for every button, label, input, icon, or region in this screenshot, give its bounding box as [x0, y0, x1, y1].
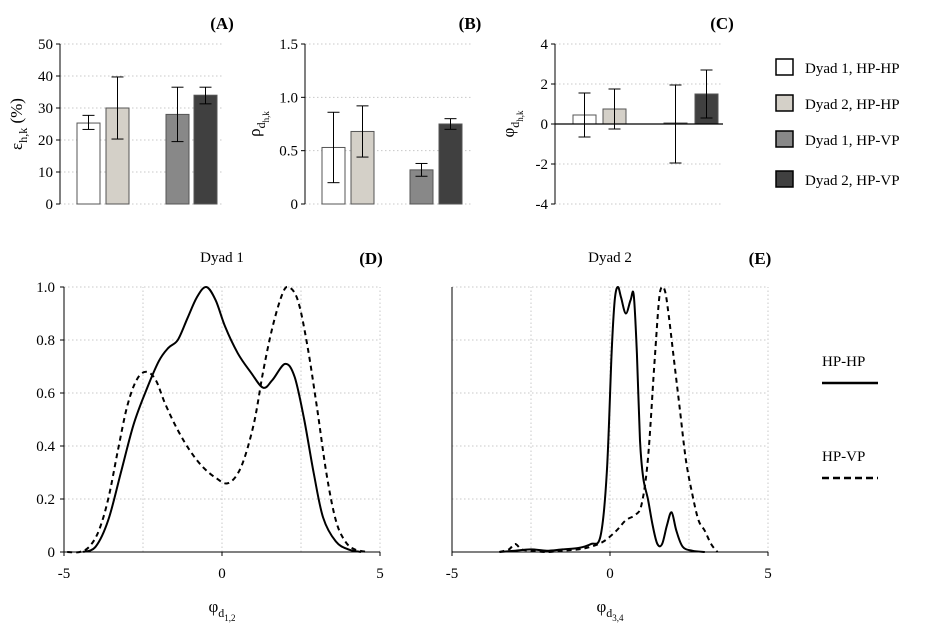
legend-label: Dyad 1, HP-VP: [805, 133, 900, 149]
y-tick-label: 1.5: [279, 37, 298, 53]
panel-c-bar-chart: (C) -4 -2 0 2 4 φdh,k: [499, 14, 734, 213]
legend-swatch: [775, 94, 794, 112]
y-tick-label: 0: [291, 197, 299, 213]
panel-e-x-label: φd3,4: [596, 597, 624, 623]
x-tick-label: 0: [218, 566, 226, 582]
y-tick-label: 10: [38, 165, 53, 181]
panel-c-y-label-main: φ: [499, 128, 518, 138]
panel-d-x-label-sub: d: [218, 606, 224, 620]
panel-e-line-chart: Dyad 2 (E) -5 0 5 φd3,4: [446, 249, 772, 623]
panel-b-y-label-main: ρ: [245, 128, 264, 136]
y-tick-label: 0.4: [36, 439, 55, 455]
panel-e-grid: [451, 286, 769, 553]
x-tick-label: 5: [764, 566, 772, 582]
bar: [76, 122, 101, 205]
legend-label: HP-HP: [822, 354, 865, 370]
panel-c-label: (C): [710, 14, 734, 33]
panel-c-y-label-sub: d: [508, 122, 522, 128]
panel-c-y-ticks: -4 -2 0 2 4: [536, 37, 723, 213]
y-tick-label: 4: [541, 37, 549, 53]
y-tick-label: 0: [541, 117, 549, 133]
legend-lines: HP-HP HP-VP: [822, 354, 878, 480]
panel-e-label: (E): [749, 249, 772, 268]
legend-label: HP-VP: [822, 449, 865, 465]
panel-a-bars: [76, 76, 218, 205]
panel-d-ticks: -5 0 500.20.40.60.81.0: [36, 280, 384, 582]
panel-e-x-label-subsub: 3,4: [612, 613, 624, 623]
panel-e-lines: [499, 285, 719, 554]
panel-b-label: (B): [459, 14, 482, 33]
y-tick-label: 0.8: [36, 333, 55, 349]
legend-swatch: [775, 130, 794, 148]
panel-e-x-label-sub: d: [606, 606, 612, 620]
y-tick-label: 1.0: [279, 90, 298, 106]
legend-label: Dyad 2, HP-VP: [805, 173, 900, 189]
panel-e-ticks: -5 0 5: [446, 287, 772, 582]
legend-label: Dyad 1, HP-HP: [805, 61, 900, 77]
x-tick-label: 5: [376, 566, 384, 582]
panel-b-y-label: ρdh,k: [245, 111, 271, 137]
panel-a-grid: [60, 43, 222, 205]
panel-b-bars: [321, 105, 463, 205]
panel-d-line-chart: Dyad 1 (D) -5 0 500.20.40.60.81.0 φd1,2: [36, 249, 384, 623]
panel-a-y-label: εh,k (%): [7, 98, 30, 150]
panel-e-x-label-main: φ: [596, 597, 606, 616]
panel-e-title: Dyad 2: [588, 250, 632, 266]
panel-d-title: Dyad 1: [200, 250, 244, 266]
y-tick-label: 30: [38, 101, 53, 117]
panel-b-bar-chart: (B) 0 0.5 1.0 1.5 ρdh,k: [245, 14, 481, 213]
bar: [193, 94, 218, 205]
y-tick-label: 0: [46, 197, 54, 213]
panel-d-x-label-main: φ: [208, 597, 218, 616]
panel-a-y-ticks: 0 10 20 30 40 50: [38, 37, 61, 213]
y-tick-label: 0.5: [279, 144, 298, 160]
legend-label: Dyad 2, HP-HP: [805, 97, 900, 113]
panel-d-x-label-subsub: 1,2: [224, 613, 235, 623]
panel-c-bars: [572, 69, 719, 164]
panel-b-y-label-sub: d: [254, 122, 268, 128]
panel-c-y-label-subsub: h,k: [515, 110, 525, 122]
panel-a-label: (A): [210, 14, 234, 33]
panel-a-y-label-sub: h,k: [16, 128, 30, 143]
legend-swatch: [775, 170, 794, 188]
panel-d-lines: [67, 285, 368, 554]
x-tick-label: -5: [58, 566, 71, 582]
legend-bars: Dyad 1, HP-HP Dyad 2, HP-HP Dyad 1, HP-VP D…: [775, 58, 900, 189]
series-line-hp-hp: [499, 285, 705, 553]
y-tick-label: 0.2: [36, 492, 55, 508]
legend-swatch: [775, 58, 794, 76]
series-line-hp-hp: [82, 286, 362, 553]
panel-a-y-label-suffix: (%): [7, 98, 26, 128]
y-tick-label: -4: [536, 197, 549, 213]
y-tick-label: 0.6: [36, 386, 55, 402]
panel-b-y-ticks: 0 0.5 1.0 1.5: [279, 37, 306, 213]
panel-d-label: (D): [359, 249, 383, 268]
y-tick-label: 2: [541, 77, 549, 93]
x-tick-label: -5: [446, 566, 459, 582]
x-tick-label: 0: [606, 566, 614, 582]
series-line-hp-vp: [499, 285, 719, 554]
y-tick-label: 1.0: [36, 280, 55, 296]
series-line-hp-vp: [67, 285, 368, 554]
y-tick-label: -2: [536, 157, 549, 173]
panel-a-y-label-main: ε: [7, 143, 26, 150]
panel-a-bar-chart: (A) 0 10 20 30 40 50 εh,k (%): [7, 14, 234, 213]
panel-c-y-label: φdh,k: [499, 110, 525, 138]
bar: [438, 123, 463, 205]
y-tick-label: 50: [38, 37, 53, 53]
y-tick-label: 40: [38, 69, 53, 85]
panel-b-y-label-subsub: h,k: [261, 111, 271, 123]
panel-d-x-label: φd1,2: [208, 597, 235, 623]
y-tick-label: 20: [38, 133, 53, 149]
y-tick-label: 0: [48, 545, 56, 561]
